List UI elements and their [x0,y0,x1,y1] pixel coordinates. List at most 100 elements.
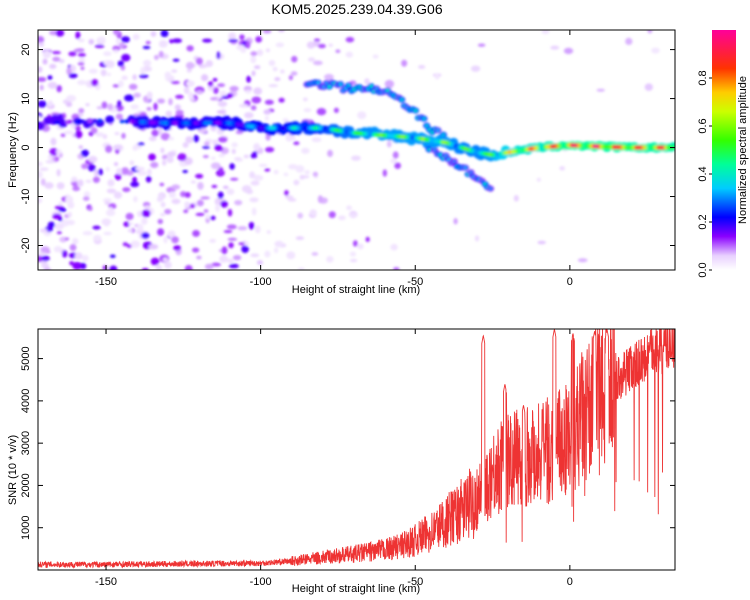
snr-x-tick-label: -100 [250,576,272,588]
noise-speck [317,195,323,204]
noise-speck [80,149,89,158]
noise-speck [213,87,219,95]
noise-speck [112,45,121,52]
noise-speck [200,196,210,200]
noise-speck [113,191,123,199]
noise-speck [563,47,574,55]
noise-speck [103,231,112,236]
noise-speck [193,134,200,143]
noise-speck [284,190,289,196]
noise-speck [50,137,57,146]
noise-speck [132,176,137,183]
noise-speck [182,169,188,174]
noise-speck [175,109,184,116]
noise-speck [116,168,123,175]
noise-speck [60,133,66,138]
noise-speck [123,221,131,227]
noise-speck [103,51,112,57]
noise-speck [231,148,236,155]
noise-speck [240,47,247,53]
snr-x-label: Height of straight line (km) [292,583,420,595]
noise-speck [136,210,144,218]
noise-speck [105,166,110,172]
noise-speck [52,213,62,220]
noise-speck [145,175,152,183]
noise-speck [94,44,105,49]
noise-speck [189,203,196,209]
noise-speck [280,69,285,74]
snr-x-tick-label: -150 [95,576,117,588]
noise-speck [38,161,43,167]
spectrogram-y-tick-label: -20 [20,238,32,254]
noise-speck [81,163,89,170]
noise-speck [120,36,131,43]
noise-speck [51,51,61,55]
noise-speck [394,162,402,169]
noise-speck [513,194,519,202]
branch-core [422,117,426,121]
spectrogram-y-tick-label: -10 [20,189,32,205]
noise-speck [39,167,49,171]
noise-speck [219,255,229,263]
noise-speck [382,169,388,177]
branch-core [469,170,473,174]
noise-speck [147,168,152,176]
spectrogram-x-tick-label: -50 [407,276,423,288]
ridge-core [55,120,61,125]
noise-speck [274,77,281,82]
noise-speck [303,108,312,113]
noise-speck [121,167,130,175]
noise-speck [129,160,135,166]
noise-speck [107,179,115,187]
noise-speck [245,189,254,195]
noise-speck [212,78,218,82]
noise-speck [117,100,122,108]
noise-speck [113,49,119,54]
noise-speck [244,241,250,246]
noise-speck [173,245,182,251]
noise-speck [229,85,239,92]
noise-speck [256,260,264,266]
noise-speck [216,110,227,114]
noise-speck [64,237,70,241]
noise-speck [287,198,297,202]
noise-speck [39,228,48,233]
noise-speck [333,107,339,114]
noise-speck [133,92,141,98]
noise-speck [327,149,333,158]
noise-speck [157,218,164,225]
noise-speck [130,181,140,188]
noise-speck [274,247,279,254]
noise-speck [550,45,560,50]
noise-speck [298,267,305,270]
noise-speck [38,197,43,204]
noise-speck [293,141,300,146]
noise-speck [241,245,249,254]
ridge-core [87,119,93,124]
noise-speck [113,30,120,36]
ridge-core [79,119,86,124]
noise-speck [88,68,98,74]
noise-speck [311,137,322,143]
noise-speck [254,225,261,234]
noise-speck [100,69,107,77]
noise-speck [253,87,263,95]
branch-core [432,148,437,152]
noise-speck [160,132,170,141]
noise-speck [229,163,235,170]
noise-speck [47,81,58,89]
noise-speck [207,81,214,87]
noise-speck [256,49,264,56]
noise-speck [58,201,63,206]
noise-speck [268,59,276,67]
noise-speck [227,208,233,217]
noise-speck [316,108,327,116]
noise-speck [108,206,113,213]
noise-speck [102,198,112,203]
noise-speck [192,229,200,237]
noise-speck [171,198,181,205]
noise-speck [104,201,110,206]
noise-speck [90,127,98,134]
noise-speck [45,160,55,164]
noise-speck [146,106,152,111]
